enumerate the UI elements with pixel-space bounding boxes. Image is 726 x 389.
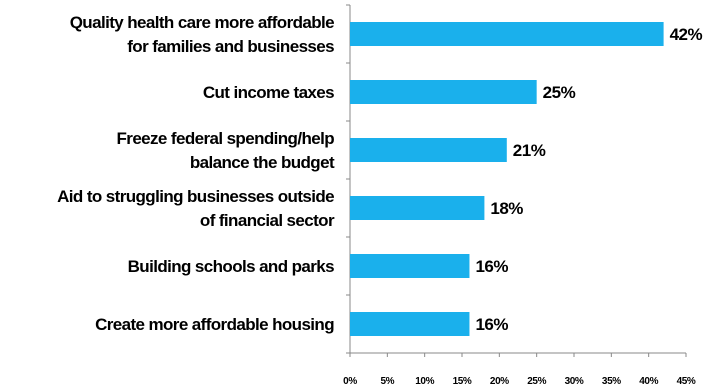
bar (350, 254, 470, 278)
data-label: 21% (513, 141, 546, 160)
x-tick-label: 5% (381, 376, 395, 387)
category-label: Cut income taxes (203, 83, 334, 102)
category-label: for families and businesses (127, 37, 334, 56)
x-tick-labels: 0% 5% 10% 15% 20% 25% 30% 35% 40% 45% (343, 376, 696, 387)
category-label: of financial sector (200, 211, 335, 230)
data-labels: 42% 25% 21% 18% 16% 16% (475, 25, 703, 334)
data-label: 16% (475, 257, 508, 276)
x-tick-label: 10% (415, 376, 434, 387)
category-label: Quality health care more affordable (70, 13, 334, 32)
data-label: 16% (475, 315, 508, 334)
bar (350, 22, 664, 46)
data-label: 18% (490, 199, 523, 218)
x-tick-label: 40% (639, 376, 658, 387)
bar (350, 312, 470, 336)
category-label: Create more affordable housing (95, 315, 334, 334)
category-label: balance the budget (190, 153, 335, 172)
x-tick-label: 15% (453, 376, 472, 387)
x-tick-label: 25% (527, 376, 546, 387)
category-label: Freeze federal spending/help (117, 129, 335, 148)
chart-bars (350, 22, 664, 336)
x-tick-label: 35% (602, 376, 621, 387)
data-label: 25% (543, 83, 576, 102)
category-label: Aid to struggling businesses outside (57, 187, 334, 206)
x-tick-label: 0% (343, 376, 357, 387)
category-labels: Quality health care more affordable for f… (57, 13, 335, 334)
bar (350, 138, 507, 162)
bar (350, 80, 537, 104)
category-label: Building schools and parks (128, 257, 335, 276)
chart-axes (346, 4, 687, 357)
x-tick-label: 20% (490, 376, 509, 387)
bar (350, 196, 485, 220)
x-tick-label: 45% (677, 376, 696, 387)
data-label: 42% (670, 25, 703, 44)
x-tick-label: 30% (565, 376, 584, 387)
